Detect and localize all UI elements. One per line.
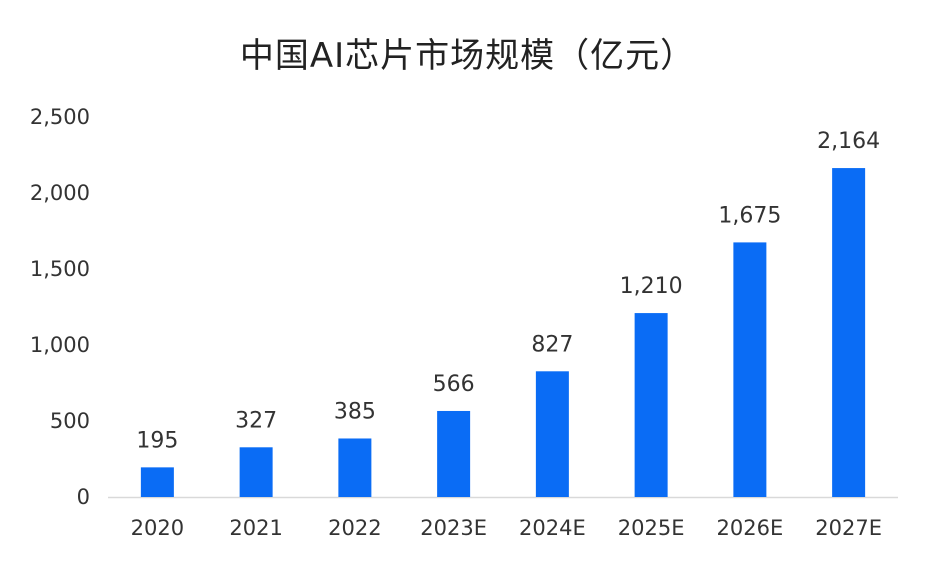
data-label: 1,675 — [718, 203, 781, 228]
bar-2023e — [437, 410, 471, 497]
y-tick-label: 2,000 — [30, 181, 90, 205]
x-tick-label: 2023E — [420, 516, 487, 540]
y-tick-label: 2,500 — [30, 105, 90, 129]
bar-2026e — [733, 242, 767, 497]
y-tick-label: 1,000 — [30, 333, 90, 357]
x-tick-label: 2026E — [717, 516, 784, 540]
x-tick-label: 2027E — [815, 516, 882, 540]
x-tick-label: 2024E — [519, 516, 586, 540]
bar-2020 — [140, 467, 174, 497]
data-label: 566 — [433, 372, 475, 397]
bar-2027e — [832, 168, 866, 497]
x-tick-label: 2022 — [328, 516, 381, 540]
bar-2024e — [535, 371, 569, 497]
bar-2021 — [239, 447, 273, 497]
bar-2025e — [634, 313, 668, 497]
bar-2022 — [338, 438, 372, 497]
data-label: 195 — [136, 428, 178, 453]
y-tick-label: 1,500 — [30, 257, 90, 281]
data-label: 327 — [235, 408, 277, 433]
x-tick-label: 2020 — [131, 516, 184, 540]
data-label: 385 — [334, 399, 376, 424]
y-tick-label: 0 — [77, 485, 90, 509]
chart-title: 中国AI芯片市场规模（亿元） — [239, 36, 696, 76]
y-tick-label: 500 — [50, 409, 90, 433]
data-label: 827 — [531, 332, 573, 357]
data-label: 1,210 — [620, 274, 683, 299]
x-tick-label: 2021 — [229, 516, 282, 540]
x-tick-label: 2025E — [618, 516, 685, 540]
data-label: 2,164 — [817, 129, 880, 154]
